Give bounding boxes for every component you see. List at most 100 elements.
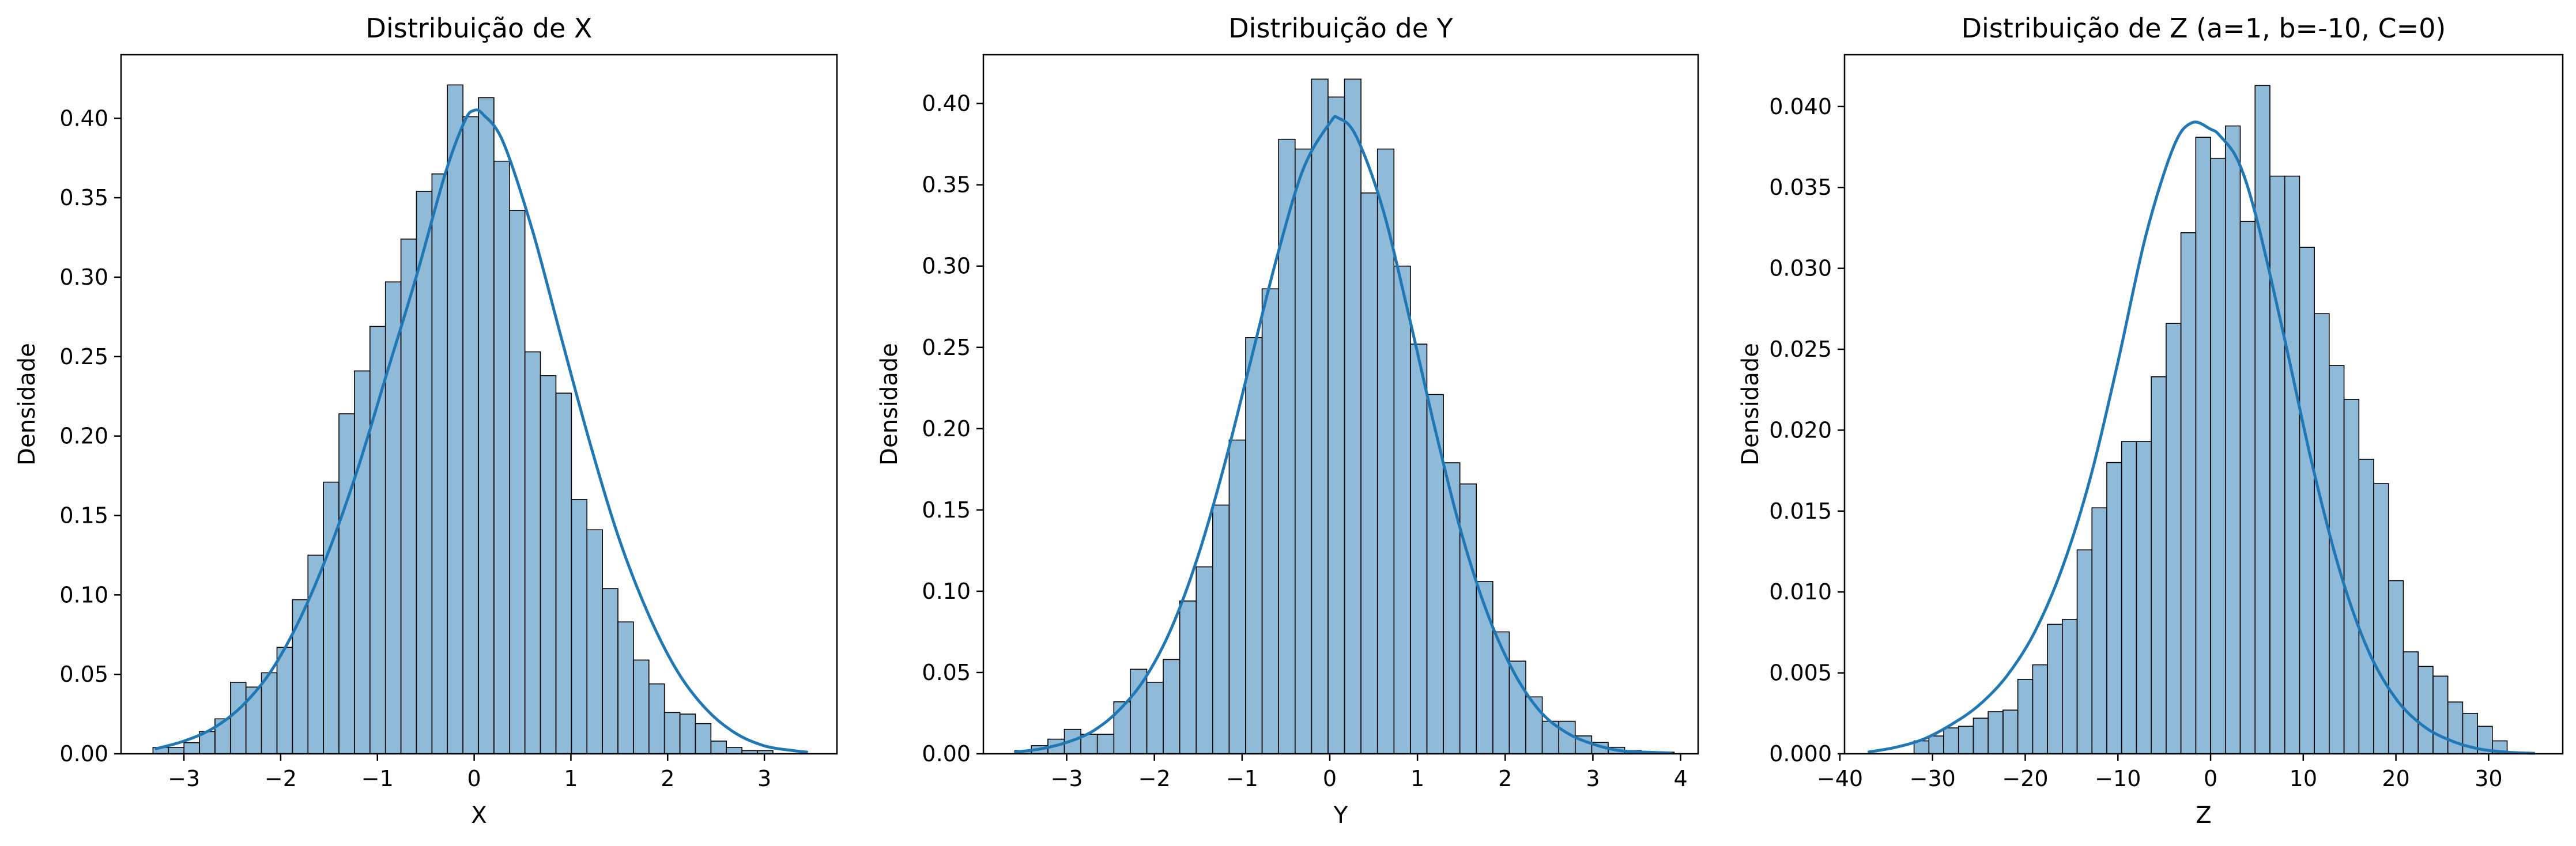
histogram-bar bbox=[2447, 701, 2464, 754]
x-tick-label: 30 bbox=[2475, 766, 2502, 791]
y-tick-label: 0.020 bbox=[1769, 417, 1832, 443]
y-tick-label: 0.30 bbox=[922, 254, 971, 279]
histogram-bar bbox=[416, 191, 433, 754]
histogram-bar bbox=[1958, 726, 1974, 754]
histogram-bar bbox=[648, 683, 665, 754]
axes-frame-x bbox=[120, 54, 838, 755]
y-axis-label-z: Densidade bbox=[1737, 343, 1764, 466]
y-tick-label: 0.010 bbox=[1769, 579, 1832, 605]
x-tick-label: −20 bbox=[2002, 766, 2048, 791]
x-tick-label: 4 bbox=[1673, 766, 1687, 791]
histogram-bar bbox=[2343, 399, 2360, 754]
x-tick-label: −2 bbox=[265, 766, 297, 791]
histogram-bar bbox=[2417, 666, 2434, 754]
histogram-bar bbox=[1476, 581, 1493, 754]
histogram-bar bbox=[2269, 175, 2285, 754]
histogram-bar bbox=[369, 326, 386, 754]
x-tick-label: 1 bbox=[1410, 766, 1424, 791]
panel-y-distribution: −3 −2 −1 0 1 2 3 4 0.00 0.05 0.10 0.15 0.20 0.25 0.30… bbox=[876, 13, 1699, 829]
histogram-bar bbox=[230, 682, 247, 754]
histogram-bar bbox=[2136, 441, 2152, 754]
histogram-bar bbox=[1311, 78, 1329, 754]
x-tick-label: −3 bbox=[168, 766, 200, 791]
y-tick-label: 0.40 bbox=[922, 91, 971, 116]
y-tick-label: 0.005 bbox=[1769, 660, 1832, 686]
histogram-bar bbox=[400, 238, 417, 754]
histogram-bar bbox=[633, 659, 650, 754]
histogram-bar bbox=[2195, 137, 2211, 754]
histogram-bar bbox=[726, 747, 742, 754]
histogram-bar bbox=[1344, 78, 1361, 754]
histogram-bar bbox=[1393, 265, 1411, 754]
y-axis-label-x: Densidade bbox=[14, 343, 40, 466]
histogram-bar bbox=[431, 173, 448, 754]
histogram-bar bbox=[478, 97, 495, 754]
chart-title-y: Distribuição de Y bbox=[1228, 13, 1453, 44]
histogram-bar bbox=[571, 499, 588, 754]
x-tick-label: −30 bbox=[1910, 766, 1956, 791]
x-tick-label: 20 bbox=[2382, 766, 2409, 791]
histogram-bar bbox=[1278, 138, 1296, 754]
histogram-bar bbox=[2358, 459, 2374, 754]
histogram-bar bbox=[1228, 439, 1246, 754]
histogram-bar bbox=[2254, 85, 2270, 754]
histogram-bar bbox=[663, 712, 681, 754]
x-tick-label: 10 bbox=[2290, 766, 2317, 791]
x-tick-label: −1 bbox=[1226, 766, 1258, 791]
x-tick-label: 0 bbox=[2204, 766, 2217, 791]
histogram-bar bbox=[617, 621, 634, 754]
histogram-bar bbox=[679, 713, 696, 754]
histogram-bar bbox=[2002, 709, 2019, 754]
x-tick-label: −2 bbox=[1138, 766, 1171, 791]
histogram-bar bbox=[540, 375, 557, 754]
y-ticks-z: 0.000 0.005 0.010 0.015 0.020 0.025 0.030 0.035… bbox=[1769, 94, 1845, 766]
x-tick-label: 2 bbox=[1498, 766, 1512, 791]
y-tick-label: 0.030 bbox=[1769, 256, 1832, 281]
histogram-bar bbox=[602, 588, 618, 754]
histogram-bar bbox=[2121, 441, 2137, 754]
x-ticks-y: −3 −2 −1 0 1 2 3 4 bbox=[1051, 754, 1688, 791]
histogram-bar bbox=[2151, 376, 2167, 754]
y-tick-label: 0.00 bbox=[922, 741, 971, 766]
histogram-bar bbox=[524, 351, 541, 754]
y-tick-label: 0.10 bbox=[59, 582, 108, 607]
y-tick-label: 0.035 bbox=[1769, 175, 1832, 200]
histogram-bar bbox=[338, 413, 355, 754]
histogram-bar bbox=[2210, 157, 2226, 754]
histogram-bar bbox=[1443, 462, 1461, 754]
histogram-bar bbox=[1261, 288, 1279, 754]
x-tick-label: −10 bbox=[2095, 766, 2141, 791]
histogram-bar bbox=[1987, 711, 2004, 754]
x-axis-label-x: X bbox=[471, 802, 486, 829]
y-tick-label: 0.35 bbox=[59, 185, 108, 210]
histogram-bar bbox=[2180, 232, 2197, 754]
y-tick-label: 0.040 bbox=[1769, 94, 1832, 119]
histogram-bar bbox=[1943, 727, 1959, 754]
y-tick-label: 0.05 bbox=[922, 660, 971, 685]
histogram-bar bbox=[168, 747, 184, 754]
histogram-bar bbox=[2239, 221, 2256, 754]
y-tick-label: 0.015 bbox=[1769, 498, 1832, 524]
x-tick-label: −3 bbox=[1051, 766, 1083, 791]
panel-z-distribution: −40 −30 −20 −10 0 10 20 30 0.000 0.005 0.010 0.015… bbox=[1737, 13, 2564, 829]
histogram-bar bbox=[1928, 735, 1944, 754]
histogram-bar bbox=[2314, 313, 2330, 754]
histogram-bar bbox=[1130, 669, 1148, 754]
histogram-bar bbox=[261, 672, 278, 754]
histogram-bar bbox=[555, 392, 572, 754]
x-axis-label-z: Z bbox=[2196, 802, 2211, 829]
bars-z bbox=[1913, 85, 2508, 754]
x-tick-label: 2 bbox=[661, 766, 674, 791]
histogram-bar bbox=[1096, 734, 1115, 754]
histogram-bar bbox=[292, 599, 309, 754]
histogram-bar bbox=[1459, 483, 1477, 754]
y-tick-label: 0.25 bbox=[59, 344, 108, 369]
histogram-bar bbox=[1508, 660, 1526, 754]
histogram-bar bbox=[183, 742, 200, 754]
x-ticks-x: −3 −2 −1 0 1 2 3 bbox=[168, 754, 771, 791]
x-tick-label: 0 bbox=[467, 766, 481, 791]
histogram-bar bbox=[2062, 619, 2078, 754]
histogram-bar bbox=[2047, 624, 2063, 754]
y-tick-label: 0.20 bbox=[922, 416, 971, 441]
histogram-bar bbox=[1360, 192, 1378, 754]
